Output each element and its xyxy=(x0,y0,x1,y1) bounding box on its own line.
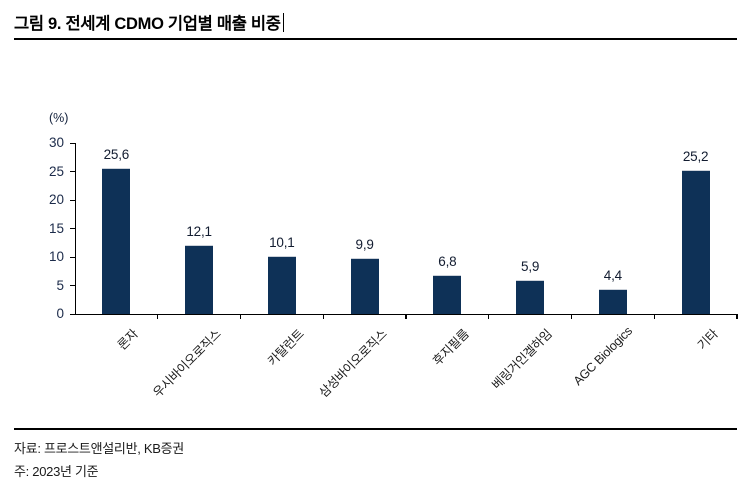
x-axis-tick xyxy=(157,314,159,319)
bar-value-label: 25,2 xyxy=(682,149,709,164)
footer-divider xyxy=(14,428,737,430)
bar xyxy=(433,275,462,314)
x-axis-tick xyxy=(488,314,490,319)
x-axis-tick xyxy=(570,314,573,319)
bar-chart-plot-area: 0 5 10 15 20 25 30 25,6 론자 12,1 우시바이오로직스 10,1 카탈런트 9,… xyxy=(48,135,738,400)
y-axis-unit-label: (%) xyxy=(49,111,69,125)
y-axis-tick-label: 0 xyxy=(56,306,64,321)
y-axis-tick xyxy=(70,228,76,230)
bar xyxy=(267,256,296,314)
bar-value-label: 10,1 xyxy=(269,235,295,250)
figure-header: 그림 9. 전세계 CDMO 기업별 매출 비중 xyxy=(14,10,285,34)
title-divider xyxy=(14,38,737,40)
bar-value-label: 4,4 xyxy=(603,268,622,283)
y-axis-tick-label: 15 xyxy=(48,220,64,236)
bar-value-label: 12,1 xyxy=(186,224,212,239)
bar xyxy=(185,245,214,314)
bar-value-label: 9,9 xyxy=(355,237,374,252)
y-axis-tick-label: 25 xyxy=(48,163,64,179)
y-axis-tick-label: 20 xyxy=(48,192,64,207)
y-axis-tick xyxy=(70,313,76,315)
y-axis-tick xyxy=(70,199,76,201)
y-axis-tick-label: 5 xyxy=(56,277,64,293)
y-axis-tick xyxy=(70,142,76,144)
x-axis-tick xyxy=(405,314,407,319)
y-axis-tick-label: 30 xyxy=(48,135,64,150)
source-note: 자료: 프로스트앤설리반, KB증권 xyxy=(14,441,184,456)
y-axis-tick xyxy=(70,256,76,258)
x-axis-tick xyxy=(736,314,738,319)
y-axis-tick xyxy=(70,285,76,287)
x-axis-tick xyxy=(653,314,655,319)
bar-value-label: 6,8 xyxy=(438,254,457,269)
bar-value-label: 5,9 xyxy=(521,259,540,274)
y-axis-tick-label: 10 xyxy=(48,249,64,264)
bar xyxy=(598,289,627,314)
bar xyxy=(350,258,379,314)
bar xyxy=(516,280,545,314)
x-axis-tick xyxy=(239,314,242,319)
bar-value-label: 25,6 xyxy=(103,147,130,162)
y-axis-tick xyxy=(70,171,76,173)
x-axis-tick xyxy=(322,314,324,319)
figure-title: 그림 9. 전세계 CDMO 기업별 매출 비중 xyxy=(14,15,281,33)
text-cursor xyxy=(282,12,285,32)
bar xyxy=(102,168,131,314)
bar xyxy=(681,170,710,314)
basis-note: 주: 2023년 기준 xyxy=(14,464,99,479)
